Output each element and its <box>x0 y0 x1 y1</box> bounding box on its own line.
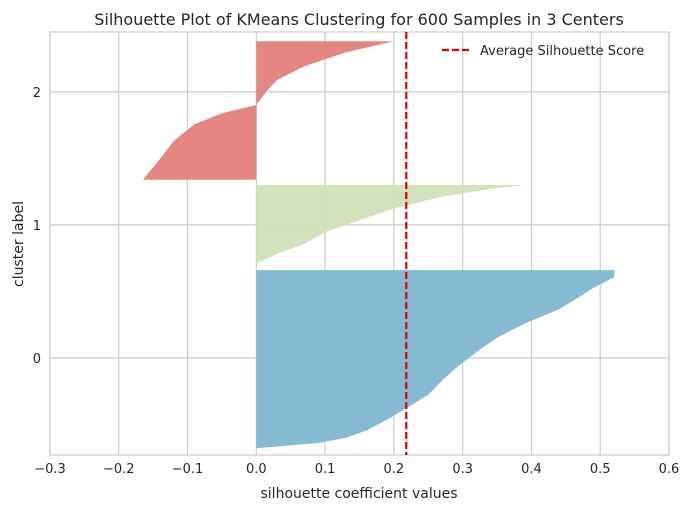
silhouette-cluster-2 <box>142 41 394 180</box>
x-tick-label: −0.2 <box>103 462 135 477</box>
chart-title: Silhouette Plot of KMeans Clustering for… <box>94 10 624 29</box>
y-tick-label: 0 <box>33 352 41 367</box>
x-tick-label: 0.0 <box>246 462 267 477</box>
x-tick-label: −0.1 <box>172 462 204 477</box>
grid-layer <box>49 31 670 456</box>
x-axis-label: silhouette coefficient values <box>261 486 458 502</box>
tick-labels: −0.3 −0.2 −0.1 0.0 0.1 0.2 0.3 0.4 0.5 0.6 0 1 2 <box>33 86 680 477</box>
x-tick-label: 0.3 <box>452 462 473 477</box>
silhouette-cluster-0 <box>256 270 615 449</box>
y-tick-label: 1 <box>33 219 41 234</box>
x-tick-label: 0.6 <box>659 462 680 477</box>
legend: Average Silhouette Score <box>442 44 644 59</box>
silhouette-bars <box>142 41 615 449</box>
x-tick-label: 0.1 <box>315 462 336 477</box>
x-tick-label: 0.4 <box>521 462 542 477</box>
x-tick-label: −0.3 <box>34 462 66 477</box>
legend-average-label: Average Silhouette Score <box>480 44 644 59</box>
y-tick-label: 2 <box>33 86 41 101</box>
silhouette-cluster-1 <box>256 185 525 264</box>
y-axis-label: cluster label <box>11 201 27 287</box>
x-tick-label: 0.5 <box>590 462 611 477</box>
x-tick-label: 0.2 <box>384 462 405 477</box>
